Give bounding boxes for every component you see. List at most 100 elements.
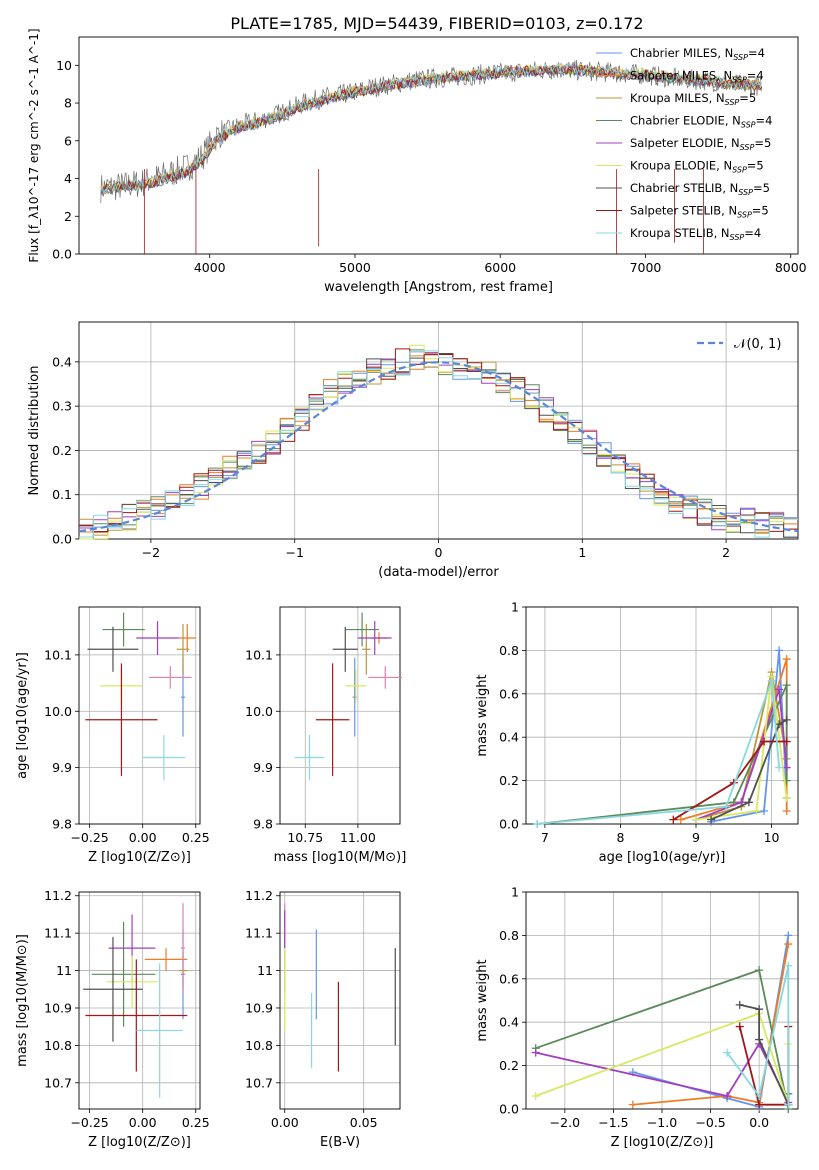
weight-vs-age-point-marker xyxy=(775,720,784,729)
weight-vs-age-series-line xyxy=(710,719,788,821)
spectrum-legend-label: Kroupa STELIB, NSSP=4 xyxy=(630,226,761,242)
spectrum-legend-label: Kroupa ELODIE, NSSP=5 xyxy=(630,159,764,175)
weight-vs-z-axes xyxy=(522,891,799,1113)
weight-vs-z-xtick-label: 0.0 xyxy=(749,1115,769,1130)
weight-vs-age-point-marker xyxy=(533,820,542,828)
mass-vs-ebv-ytick-label: 11.1 xyxy=(245,926,273,941)
mass-vs-z-ytick-label: 11.2 xyxy=(44,888,72,903)
weight-vs-z-point-marker xyxy=(755,1005,764,1014)
mass-vs-z-xtick-label: 0.25 xyxy=(182,1115,210,1130)
weight-vs-z-xtick-label: −0.5 xyxy=(695,1115,725,1130)
mass-vs-z-xlabel: Z [log10(Z/Z⊙)] xyxy=(88,1135,191,1150)
spectrum-legend-label: Kroupa MILES, NSSP=5 xyxy=(630,91,756,107)
age-vs-z-axes xyxy=(75,606,201,828)
mass-vs-z-ylabel: mass [log10(M/M⊙)] xyxy=(15,934,30,1067)
weight-vs-age-point-marker xyxy=(669,815,678,824)
weight-vs-z-point-marker xyxy=(755,1091,764,1100)
weight-vs-age-xtick-label: 8 xyxy=(616,830,624,845)
spectrum-xtick-label: 8000 xyxy=(775,260,807,275)
weight-vs-z-series-line xyxy=(632,943,790,1106)
weight-vs-z-point-marker xyxy=(531,1048,540,1057)
age-vs-mass-axes xyxy=(276,606,401,828)
weight-vs-age-point-marker xyxy=(744,798,753,807)
age-vs-z-xtick-label: 0.25 xyxy=(182,830,210,845)
weight-vs-z-point-marker xyxy=(628,1100,637,1109)
age-vs-mass-ytick-label: 9.9 xyxy=(253,760,273,775)
spectrum-model-line xyxy=(100,64,763,196)
weight-vs-z-point-marker xyxy=(784,961,793,970)
weight-vs-z-frame xyxy=(525,891,799,1110)
spectrum-model-line xyxy=(100,63,763,194)
weight-vs-z-point-marker xyxy=(784,931,793,940)
weight-vs-z-xlabel: Z [log10(Z/Z⊙)] xyxy=(611,1135,714,1150)
weight-vs-z-point-marker xyxy=(723,1091,732,1100)
weight-vs-z-series-line xyxy=(726,965,790,1105)
mass-vs-z-ytick-label: 11 xyxy=(56,963,72,978)
age-vs-mass-xtick-label: 10.75 xyxy=(287,830,323,845)
mass-vs-z-ytick-label: 10.7 xyxy=(44,1075,72,1090)
weight-vs-age-series-line xyxy=(537,680,780,825)
weight-vs-age-xtick-label: 9 xyxy=(692,830,700,845)
weight-vs-age-point-marker xyxy=(782,806,791,815)
spectrum-axes xyxy=(75,36,799,258)
spectrum-model-line xyxy=(100,64,762,195)
spectrum-ytick-label: 2 xyxy=(64,209,72,224)
spectrum-legend-label: Salpeter ELODIE, NSSP=5 xyxy=(630,136,771,152)
age-vs-z-ytick-label: 9.8 xyxy=(52,817,72,832)
mass-vs-z-ytick-label: 10.9 xyxy=(44,1000,72,1015)
age-vs-z-xlabel: Z [log10(Z/Z⊙)] xyxy=(88,850,191,865)
mass-vs-ebv-ytick-label: 11 xyxy=(257,963,273,978)
weight-vs-z-point-marker xyxy=(784,940,793,949)
weight-vs-age-xlabel: age [log10(age/yr)] xyxy=(599,850,726,865)
weight-vs-age-point-marker xyxy=(775,646,784,655)
weight-vs-z-point-marker xyxy=(755,1035,764,1044)
weight-vs-age-point-marker xyxy=(782,737,791,746)
weight-vs-age-point-marker xyxy=(782,681,791,690)
weight-vs-age-point-marker xyxy=(722,802,731,811)
weight-vs-age-point-marker xyxy=(752,806,761,815)
weight-vs-z-ylabel: mass weight xyxy=(475,959,490,1041)
weight-vs-age-ytick-label: 0.4 xyxy=(499,730,519,745)
residuals-frame xyxy=(78,321,799,540)
age-vs-mass-ytick-label: 10.1 xyxy=(245,647,273,662)
weight-vs-age-xtick-label: 7 xyxy=(541,830,549,845)
spectrum-legend-label: Salpeter STELIB, NSSP=5 xyxy=(630,204,769,220)
age-vs-mass-frame xyxy=(279,606,401,825)
age-vs-z-frame xyxy=(78,606,201,825)
weight-vs-z-ytick-label: 0.4 xyxy=(499,1015,519,1030)
spectrum-model-line xyxy=(100,64,763,192)
spectrum-legend-label: Chabrier STELIB, NSSP=5 xyxy=(630,181,770,197)
weight-vs-z-ytick-label: 0.0 xyxy=(499,1102,519,1117)
weight-vs-age-point-marker xyxy=(782,793,791,802)
spectrum-xtick-label: 6000 xyxy=(484,260,516,275)
weight-vs-age-frame xyxy=(525,606,799,825)
spectrum-legend-label: Chabrier ELODIE, NSSP=4 xyxy=(630,114,772,130)
residuals-ylabel: Normed distribution xyxy=(27,366,42,496)
mass-vs-ebv-xlabel: E(B-V) xyxy=(320,1135,360,1150)
mass-vs-ebv-xtick-label: 0.05 xyxy=(350,1115,378,1130)
residuals-ytick-label: 0.3 xyxy=(52,399,72,414)
residuals-ytick-label: 0.2 xyxy=(52,443,72,458)
mass-vs-ebv-ytick-label: 10.8 xyxy=(245,1038,273,1053)
weight-vs-z-point-marker xyxy=(755,966,764,975)
residuals-xtick-label: 0 xyxy=(435,545,443,560)
weight-vs-age-ytick-label: 0.0 xyxy=(499,817,519,832)
weight-vs-age-point-marker xyxy=(775,763,784,772)
mass-vs-ebv-ytick-label: 10.7 xyxy=(245,1075,273,1090)
mass-vs-ebv-xtick-label: 0.00 xyxy=(271,1115,299,1130)
weight-vs-age-axes xyxy=(522,606,799,828)
residuals-xtick-label: 2 xyxy=(722,545,730,560)
weight-vs-z-series-line xyxy=(739,1003,790,1106)
spectrum-legend-label: Salpeter MILES, NSSP=4 xyxy=(630,69,764,85)
age-vs-mass-ytick-label: 9.8 xyxy=(253,817,273,832)
figure-title: PLATE=1785, MJD=54439, FIBERID=0103, z=0… xyxy=(230,14,643,33)
weight-vs-age-point-marker xyxy=(782,715,791,724)
residuals-xtick-label: −1 xyxy=(285,545,303,560)
residuals-ytick-label: 0.1 xyxy=(52,487,72,502)
age-vs-mass-xtick-label: 11.00 xyxy=(340,830,376,845)
weight-vs-age-series-line xyxy=(695,671,788,821)
spectrum-frame xyxy=(78,36,799,255)
spectrum-legend-label: Chabrier MILES, NSSP=4 xyxy=(630,46,765,62)
spectrum-xtick-label: 4000 xyxy=(194,260,226,275)
